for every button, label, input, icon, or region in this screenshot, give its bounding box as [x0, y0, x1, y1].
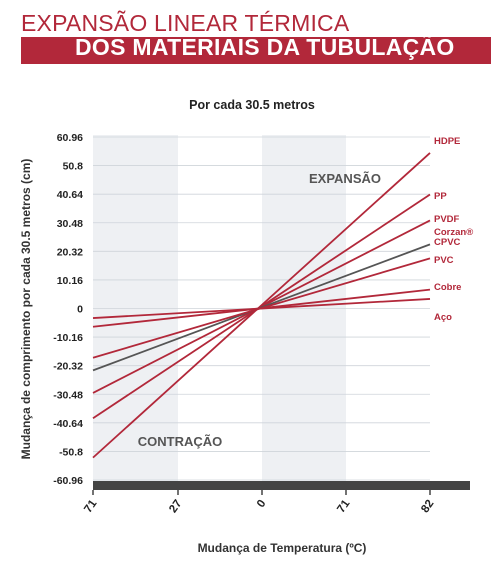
- y-tick-label: 50.8: [63, 161, 84, 173]
- y-tick-label: -40.64: [53, 418, 83, 430]
- y-tick-label: 40.64: [57, 189, 83, 201]
- series-label-1: PP: [434, 191, 447, 202]
- x-tick-label: 0: [255, 498, 269, 510]
- y-tick-label: 0: [77, 304, 83, 316]
- annotation-contraction: CONTRAÇÃO: [138, 434, 223, 449]
- x-tick-label: 71: [335, 497, 353, 515]
- series-label-4: PVC: [434, 255, 454, 266]
- y-tick-labels: 60.96 50.8 40.64 30.48 20.32 10.16 0 -10.16 -20.…: [53, 132, 83, 487]
- series-label-5: Cobre: [434, 282, 461, 293]
- x-tick-label: 71: [82, 497, 100, 515]
- y-tick-label: 60.96: [57, 132, 83, 144]
- y-tick-label: 30.48: [57, 218, 83, 230]
- shaded-band-0: [93, 135, 178, 481]
- y-tick-label: -60.96: [53, 475, 83, 487]
- y-tick-label: 10.16: [57, 275, 83, 287]
- page-title-line2: DOS MATERIAIS DA TUBULAÇÃO: [75, 34, 455, 60]
- y-tick-label: -10.16: [53, 332, 83, 344]
- y-tick-label: -30.48: [53, 389, 83, 401]
- series-label-2: PVDF: [434, 214, 460, 225]
- series-line-0: [92, 152, 431, 459]
- page-header: EXPANSÃO LINEAR TÉRMICA DOS MATERIAIS DA…: [0, 0, 500, 80]
- x-tick-label: 27: [167, 498, 184, 515]
- gridlines: [93, 136, 430, 481]
- x-axis-label: Mudança de Temperatura (ºC): [198, 541, 367, 555]
- series-line-6: [92, 298, 431, 319]
- y-tick-label: -50.8: [59, 446, 83, 458]
- series-label-3: Corzan® CPVC: [434, 227, 473, 248]
- annotation-expansion: EXPANSÃO: [309, 171, 381, 186]
- y-tick-label: -20.32: [53, 361, 83, 373]
- x-tick-label: 82: [419, 498, 436, 515]
- title-banner: [21, 37, 491, 64]
- series-lines: [92, 152, 431, 459]
- page-title-line1: EXPANSÃO LINEAR TÉRMICA: [21, 10, 350, 36]
- series-label-6: Aço: [434, 312, 452, 323]
- x-axis-bar: [93, 481, 470, 490]
- x-tick-labels: 71 27 0 71 82: [82, 490, 436, 515]
- chart-title: Por cada 30.5 metros: [189, 98, 315, 112]
- y-axis-label: Mudança de comprimento por cada 30.5 met…: [19, 159, 33, 460]
- series-labels: HDPE PP PVDF Corzan® CPVC PVC Cobre Aço: [434, 136, 473, 323]
- y-tick-label: 20.32: [57, 246, 83, 258]
- series-label-0: HDPE: [434, 136, 460, 147]
- shaded-bands: [93, 135, 346, 481]
